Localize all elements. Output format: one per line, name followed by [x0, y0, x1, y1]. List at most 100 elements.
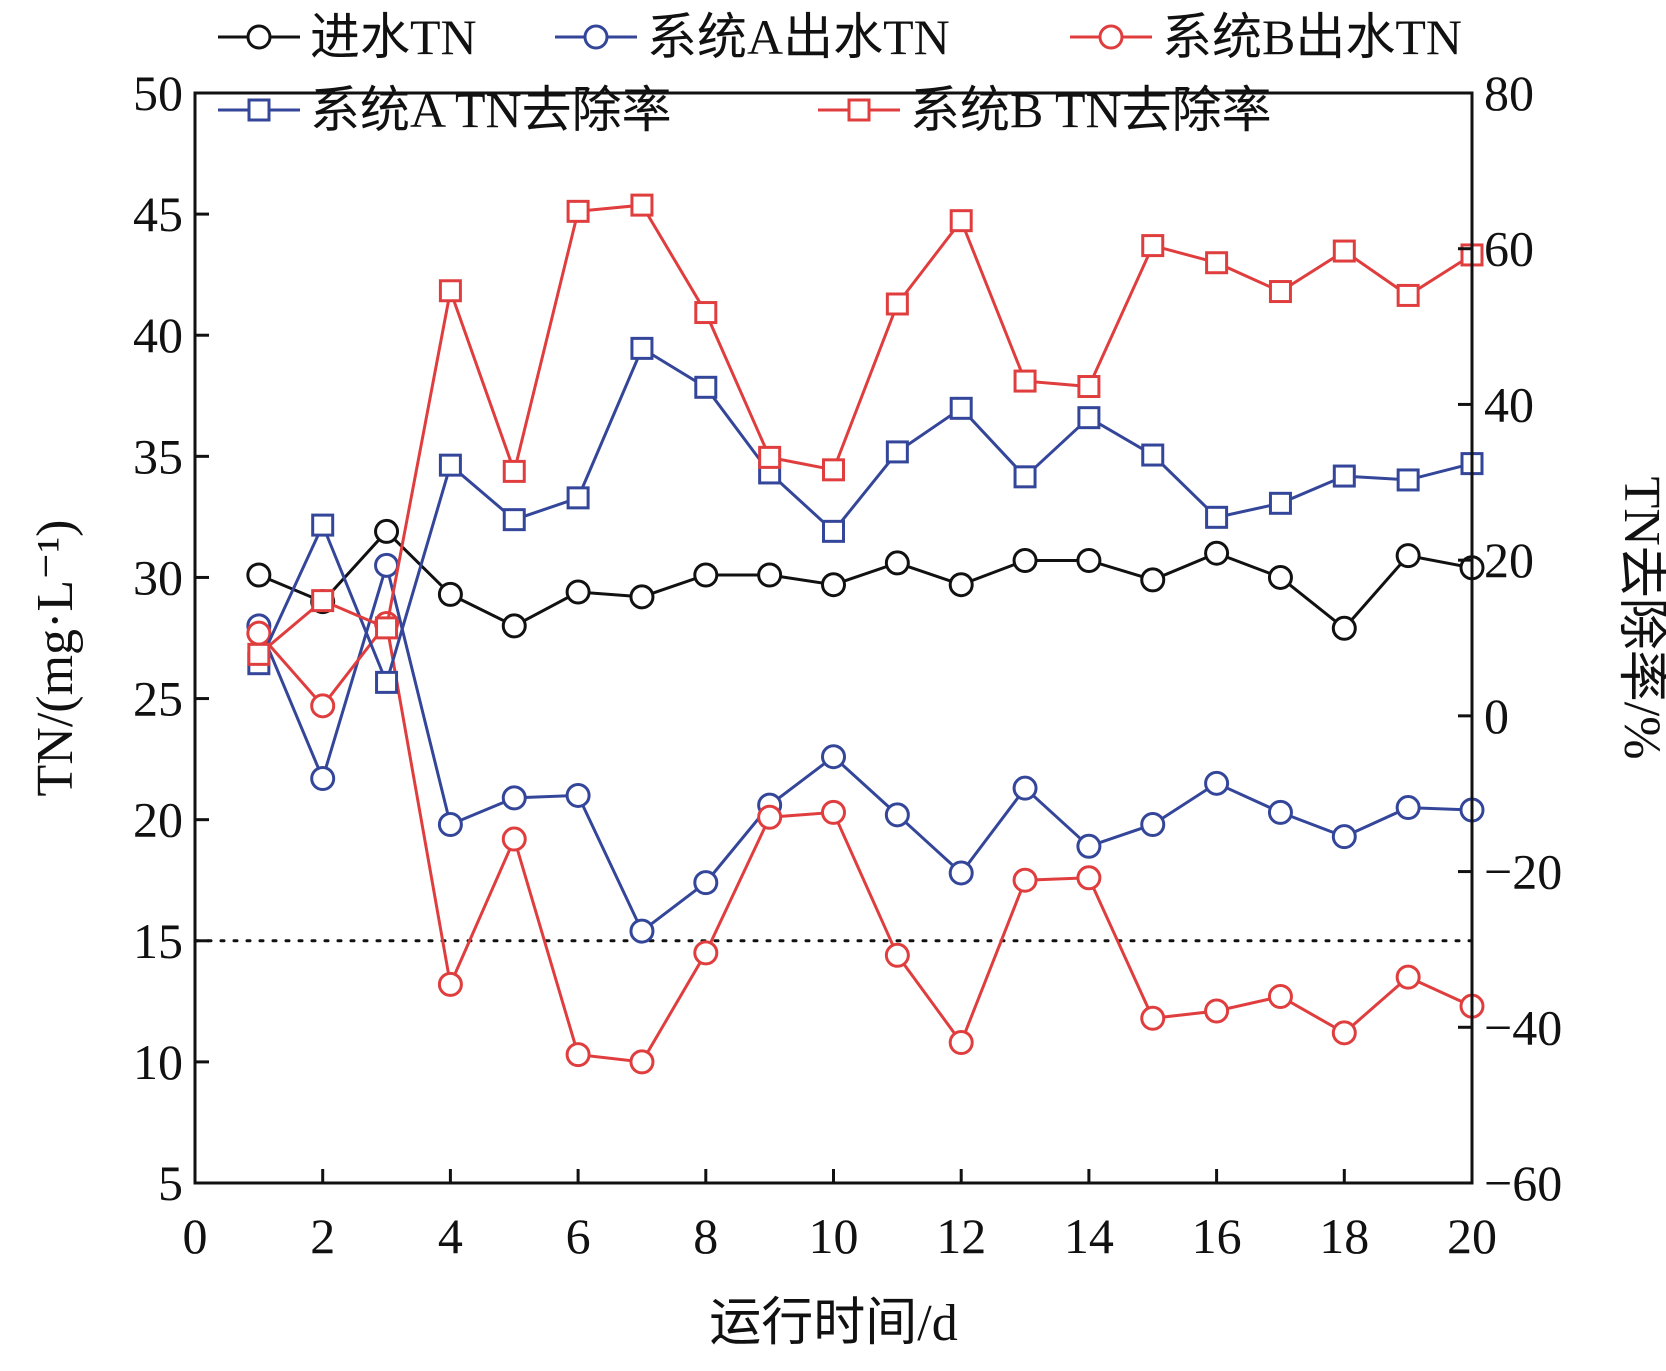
left-y-tick-label: 30 — [133, 549, 183, 605]
legend-item: 系统A出水TN — [555, 9, 950, 65]
data-point — [1396, 283, 1420, 307]
right-y-tick-label: 80 — [1484, 65, 1534, 121]
data-point — [246, 620, 272, 646]
data-point — [1204, 540, 1230, 566]
right-y-tick-label: 60 — [1484, 221, 1534, 277]
data-point — [437, 812, 463, 838]
data-point — [1012, 547, 1038, 573]
data-point — [375, 616, 399, 640]
left-y-tick-label: 25 — [133, 671, 183, 727]
data-point — [1268, 491, 1292, 515]
right-y-tick-label: 20 — [1484, 532, 1534, 588]
data-point — [630, 193, 654, 217]
data-point — [948, 860, 974, 886]
data-point — [566, 486, 590, 510]
legend-marker — [247, 98, 271, 122]
data-point — [310, 693, 336, 719]
data-point — [758, 445, 782, 469]
data-point — [1077, 375, 1101, 399]
data-point — [1012, 867, 1038, 893]
legend-label: 系统B TN去除率 — [910, 82, 1272, 138]
series-5 — [247, 193, 1484, 666]
x-tick-label: 6 — [566, 1208, 591, 1264]
series-line — [257, 346, 1473, 687]
data-point — [1076, 833, 1102, 859]
x-tick-label: 16 — [1192, 1208, 1242, 1264]
data-point — [1141, 443, 1165, 467]
data-point — [1332, 464, 1356, 488]
data-point — [821, 744, 846, 770]
x-tick-label: 2 — [310, 1208, 335, 1264]
data-point — [1013, 465, 1037, 489]
data-point — [693, 870, 719, 896]
data-point — [565, 1042, 591, 1068]
x-tick-label: 4 — [438, 1208, 463, 1264]
left-y-tick-label: 15 — [133, 913, 183, 969]
data-point — [501, 785, 527, 811]
data-point — [629, 1049, 655, 1075]
data-point — [693, 940, 719, 966]
data-point — [1076, 547, 1102, 573]
data-point — [1077, 406, 1101, 430]
data-point — [1012, 775, 1038, 801]
data-point — [1268, 280, 1292, 304]
left-y-tick-label: 5 — [158, 1155, 183, 1211]
legend-item: 进水TN — [218, 9, 477, 65]
data-point — [885, 292, 909, 316]
data-point — [311, 589, 335, 613]
right-y-tick-label: −60 — [1484, 1155, 1562, 1211]
right-y-tick-label: 0 — [1484, 688, 1509, 744]
legend-marker — [583, 24, 609, 50]
right-y-axis-title: TN去除率/% — [1613, 476, 1666, 759]
x-tick-label: 12 — [936, 1208, 986, 1264]
legend-label: 系统A出水TN — [647, 9, 950, 65]
data-point — [310, 765, 336, 791]
left-y-tick-label: 50 — [133, 65, 183, 121]
data-point — [949, 396, 973, 420]
legend: 进水TN 系统A出水TN 系统B出水TN 系统A TN去除率 系统B TN去除率 — [218, 9, 1462, 138]
left-y-axis-ticks: 5 10 15 20 25 30 35 40 45 50 — [133, 65, 209, 1211]
data-point — [629, 918, 655, 944]
data-point — [502, 459, 526, 483]
data-point — [1395, 543, 1421, 569]
data-point — [885, 440, 909, 464]
data-point — [565, 579, 591, 605]
data-point — [501, 613, 527, 639]
left-y-axis-title: TN/(mg·L⁻¹) — [27, 520, 84, 797]
legend-marker — [246, 24, 272, 50]
data-point — [247, 642, 271, 666]
data-point — [1331, 615, 1357, 641]
right-y-axis-ticks: −60 −40 −20 0 20 40 60 80 — [1458, 65, 1562, 1211]
legend-label: 进水TN — [310, 9, 477, 65]
series-3 — [246, 610, 1485, 1075]
data-point — [1396, 468, 1420, 492]
data-point — [948, 572, 974, 598]
data-point — [1267, 564, 1293, 590]
data-point — [438, 279, 462, 303]
left-y-tick-label: 20 — [133, 792, 183, 848]
data-point — [694, 375, 718, 399]
data-point — [1395, 795, 1421, 821]
data-point — [1395, 964, 1421, 990]
series-1 — [246, 518, 1485, 641]
data-point — [1140, 1005, 1166, 1031]
data-point — [757, 562, 783, 588]
data-point — [1204, 998, 1230, 1024]
data-point — [374, 518, 400, 544]
right-y-tick-label: 40 — [1484, 376, 1534, 432]
data-point — [822, 458, 845, 482]
data-point — [822, 519, 845, 543]
legend-marker — [847, 98, 871, 122]
x-tick-label: 0 — [183, 1208, 208, 1264]
data-point — [565, 782, 591, 808]
legend-marker — [1098, 24, 1124, 50]
x-axis-title: 运行时间/d — [709, 1295, 957, 1352]
data-point — [1331, 824, 1357, 850]
data-point — [630, 336, 654, 360]
x-axis-ticks: 0 2 4 6 8 10 12 14 16 18 20 — [183, 1169, 1497, 1264]
data-point — [821, 799, 846, 825]
legend-item: 系统A TN去除率 — [218, 82, 672, 138]
data-point — [1140, 567, 1166, 593]
data-point — [1267, 983, 1293, 1009]
